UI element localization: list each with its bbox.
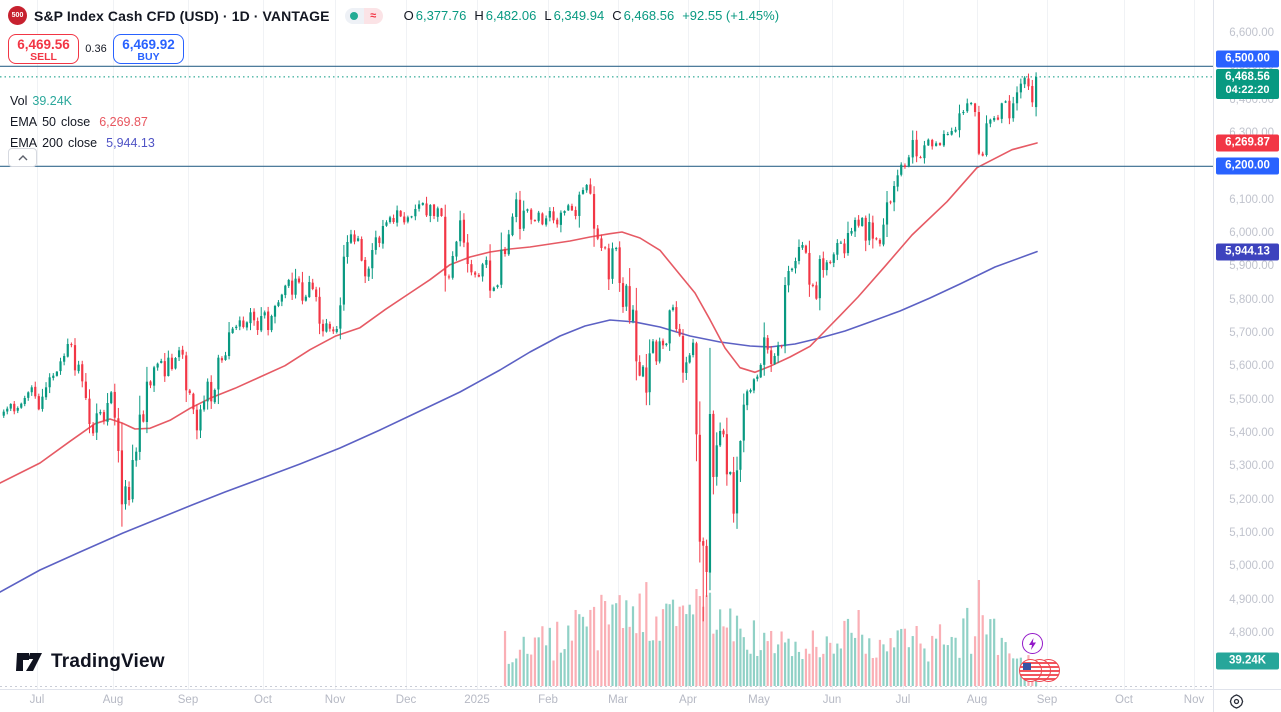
price-axis-tick: 6,600.00: [1229, 27, 1274, 39]
change-value: +92.55 (+1.45%): [682, 8, 780, 23]
legend-ema50[interactable]: EMA 50 close 6,269.87: [10, 111, 155, 132]
price-axis-tick: 5,800.00: [1229, 293, 1274, 306]
time-axis-tick: Nov: [324, 694, 346, 706]
sell-button[interactable]: 6,469.56 SELL: [8, 34, 79, 64]
volume-indicator-name: Vol: [10, 93, 28, 108]
price-badge: 6,468.56 04:22:20: [1216, 68, 1279, 99]
chevron-up-icon: [18, 154, 27, 160]
legend-volume[interactable]: Vol 39.24K: [10, 90, 155, 111]
tradingview-watermark[interactable]: TradingView: [16, 650, 165, 674]
ema50-param: 50: [42, 114, 56, 129]
price-badge: 39.24K: [1216, 652, 1279, 670]
time-axis-tick: 2025: [464, 694, 490, 706]
price-axis-tick: 5,000.00: [1229, 560, 1274, 573]
time-axis-tick: Apr: [679, 694, 697, 706]
sell-price: 6,469.56: [17, 37, 70, 52]
low-label: L: [544, 8, 552, 23]
ema50-source: close: [61, 114, 91, 129]
time-axis[interactable]: Jul Aug Sep Oct Nov Dec 2025 Feb Mar Apr May Jun Jul…: [0, 689, 1213, 712]
price-axis-tick: 5,700.00: [1229, 327, 1274, 339]
price-axis-tick: 5,600.00: [1229, 360, 1274, 373]
price-axis-tick: 4,800.00: [1229, 627, 1274, 639]
market-status-pill[interactable]: ≈: [344, 7, 383, 24]
price-axis-tick: 5,100.00: [1229, 527, 1274, 539]
ema200-name: EMA: [10, 135, 38, 150]
price-axis-tick: 6,000.00: [1229, 227, 1274, 239]
time-axis-tick: Nov: [1183, 694, 1205, 706]
time-axis-tick: Sep: [1036, 694, 1058, 706]
price-axis-tick: 5,300.00: [1229, 460, 1274, 473]
time-axis-tick: Aug: [966, 694, 988, 706]
time-axis-tick: Oct: [254, 694, 272, 706]
price-badge: 6,200.00: [1216, 157, 1279, 175]
time-axis-tick: May: [748, 694, 770, 706]
price-axis-tick: 5,900.00: [1229, 260, 1274, 273]
legend-collapse-button[interactable]: [8, 148, 37, 167]
price-badge: 5,944.13: [1216, 243, 1279, 261]
price-badge: 6,269.87: [1216, 134, 1279, 152]
close-value: 6,468.56: [623, 8, 675, 23]
open-label: O: [403, 8, 414, 23]
time-axis-tick: Dec: [395, 694, 417, 706]
legend-ema200[interactable]: EMA 200 close 5,944.13: [10, 132, 155, 153]
timezone-settings-gear-icon[interactable]: [1228, 693, 1245, 710]
price-axis-tick: 5,500.00: [1229, 393, 1274, 406]
related-markets-flags-button[interactable]: [1019, 659, 1065, 683]
time-axis-tick: Mar: [608, 694, 628, 706]
price-axis[interactable]: 6,600.006,500.006,400.006,300.006,200.00…: [1213, 0, 1281, 689]
ema200-value: 5,944.13: [106, 135, 155, 150]
price-axis-tick: 5,200.00: [1229, 493, 1274, 506]
sell-label: SELL: [30, 51, 57, 63]
price-axis-tick: 4,900.00: [1229, 593, 1274, 606]
price-axis-tick: 6,100.00: [1229, 193, 1274, 206]
close-label: C: [612, 8, 622, 23]
price-badge: 6,500.00: [1216, 50, 1279, 68]
ema200-param: 200: [42, 135, 63, 150]
lightning-bolt-icon: [1029, 637, 1036, 650]
us-flag-circle-icon: [1019, 659, 1042, 682]
ema200-source: close: [67, 135, 98, 150]
lightning-widget-button[interactable]: [1022, 633, 1043, 654]
ohlc-values: O 6,377.76 H 6,482.06 L 6,349.94 C 6,468.56 …: [404, 8, 779, 23]
delayed-data-icon: ≈: [363, 7, 383, 24]
price-axis-tick: 5,400.00: [1229, 427, 1274, 439]
time-axis-tick: Oct: [1115, 694, 1133, 706]
time-axis-tick: Jul: [895, 694, 911, 706]
symbol-logo-sp500-icon[interactable]: 500: [8, 6, 27, 25]
axis-corner: [1213, 689, 1281, 712]
symbol-title[interactable]: S&P Index Cash CFD (USD) · 1D · VANTAGE: [34, 7, 330, 24]
watermark-text: TradingView: [51, 651, 165, 672]
market-open-dot-icon: [344, 7, 364, 24]
high-value: 6,482.06: [485, 8, 537, 23]
ema50-name: EMA: [10, 114, 38, 129]
spread-value: 0.36: [85, 43, 107, 55]
time-axis-tick: Feb: [538, 694, 558, 706]
buy-label: BUY: [137, 51, 160, 63]
low-value: 6,349.94: [553, 8, 605, 23]
buy-button[interactable]: 6,469.92 BUY: [113, 34, 184, 64]
time-axis-tick: Aug: [102, 694, 124, 706]
time-axis-tick: Jun: [822, 694, 842, 706]
price-chart-canvas[interactable]: [0, 0, 1213, 689]
buy-price: 6,469.92: [122, 37, 175, 52]
time-axis-tick: Sep: [177, 694, 199, 706]
volume-indicator-value: 39.24K: [32, 93, 73, 108]
time-axis-tick: Jul: [29, 694, 45, 706]
high-label: H: [474, 8, 484, 23]
open-value: 6,377.76: [415, 8, 467, 23]
ema50-value: 6,269.87: [99, 114, 148, 129]
tradingview-logo-icon: [16, 653, 42, 671]
